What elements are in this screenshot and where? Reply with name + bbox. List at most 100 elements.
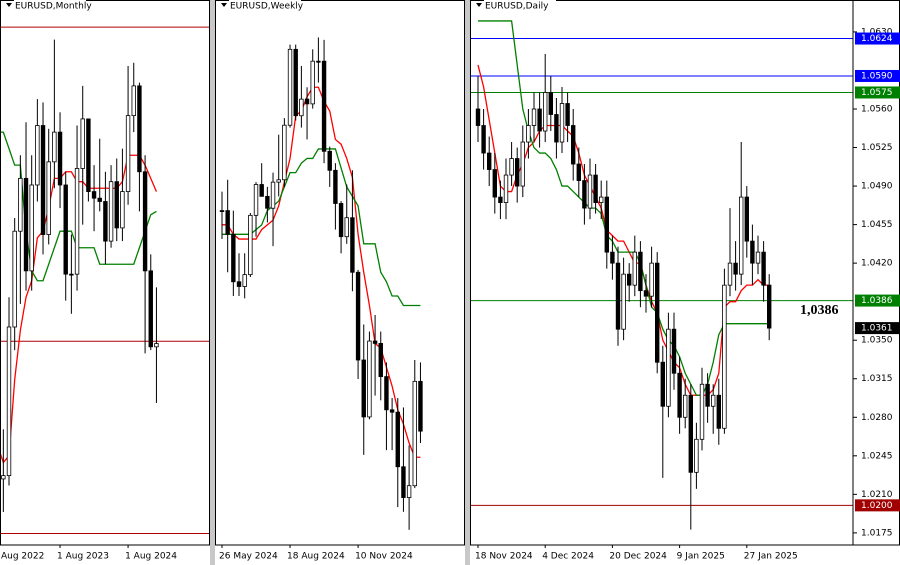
candle-body [372, 340, 378, 344]
candle-body [498, 196, 503, 203]
x-tick-label: 18 Aug 2024 [287, 552, 345, 562]
candle-body [276, 179, 281, 183]
candle-body [270, 181, 276, 209]
y-tick-label: 1.0455 [861, 220, 893, 230]
candle-body [355, 271, 361, 361]
candle-body [137, 85, 142, 173]
x-tick-label: Aug 2022 [1, 552, 44, 562]
candle-body [29, 184, 34, 272]
candle-body [739, 196, 744, 275]
candle-body [46, 161, 51, 235]
candle-body [750, 240, 755, 264]
candle-body [231, 233, 236, 283]
candle-body [52, 131, 57, 163]
candle-body [367, 340, 372, 418]
candle-body [131, 85, 136, 117]
candle-body [333, 169, 338, 204]
x-tick-label: 1 Aug 2023 [57, 552, 109, 562]
candle-body [655, 262, 660, 363]
level-label: 1.0590 [861, 71, 893, 81]
candle-body [310, 60, 315, 105]
level-label: 1.0386 [861, 296, 893, 306]
candle-body [509, 158, 514, 176]
candle-body [503, 174, 509, 203]
candle-body [219, 210, 225, 213]
x-tick-label: 9 Jan 2025 [677, 552, 725, 562]
title-marker [221, 3, 227, 7]
candle-body [395, 411, 400, 468]
candle-body [148, 270, 153, 348]
candle-body [571, 125, 576, 165]
candle-body [125, 115, 131, 192]
level-label: 1.0575 [861, 88, 893, 98]
level-label-box [855, 32, 900, 45]
candle-body [481, 125, 486, 154]
candle-body [401, 466, 406, 498]
candle-body [615, 262, 621, 330]
candle-body [475, 108, 481, 126]
candle-body [621, 273, 626, 330]
candle-body [755, 251, 761, 264]
candle-body [259, 184, 264, 197]
candle-body [722, 284, 727, 429]
level-label: 1.0200 [861, 501, 893, 511]
y-tick-label: 1.0490 [861, 182, 893, 192]
x-tick-label: 10 Nov 2024 [355, 552, 413, 562]
candle-body [767, 284, 772, 329]
chart-title: EURUSD,Weekly [230, 2, 304, 12]
candle-body [515, 158, 520, 187]
candle-body [418, 380, 423, 432]
candle-body [593, 174, 598, 203]
x-tick-label: 1 Aug 2024 [125, 552, 177, 562]
candle-body [97, 197, 102, 202]
candle-body [543, 92, 548, 132]
candle-body [660, 361, 665, 407]
candle-body [91, 191, 97, 199]
panel [0, 26, 210, 534]
candle-body [108, 181, 114, 242]
candle-body [344, 217, 349, 238]
candle-body [576, 163, 581, 181]
candle-body [582, 180, 587, 209]
candle-body [63, 184, 68, 275]
chart-title: EURUSD,Daily [485, 2, 549, 12]
level-label-box [855, 69, 900, 82]
candle-body [86, 118, 91, 192]
candle-body [384, 376, 389, 411]
candle-body [23, 177, 29, 272]
candle-body [350, 217, 355, 273]
candle-body [253, 184, 259, 216]
candle-body [236, 281, 242, 287]
candle-body [492, 169, 497, 198]
candle-body [761, 251, 766, 286]
candle-body [666, 328, 671, 407]
candle-body [694, 438, 699, 473]
candle-body [711, 394, 716, 407]
candle-body [565, 103, 570, 126]
y-tick-label: 1.0210 [861, 490, 893, 500]
title-bg [484, 0, 556, 11]
title-marker [476, 3, 482, 7]
candle-body [587, 174, 593, 209]
candle-body [554, 114, 559, 143]
x-tick-label: 27 Jan 2025 [744, 552, 798, 562]
indicator-line [222, 148, 421, 307]
candle-body [120, 191, 125, 229]
title-bg [229, 0, 301, 11]
candle-body [80, 118, 85, 169]
candle-body [537, 108, 542, 132]
candle-body [338, 203, 344, 238]
level-label-box [855, 86, 900, 99]
candle-body [74, 168, 80, 275]
panel [470, 20, 853, 530]
candle-body [683, 394, 688, 418]
candle-body [610, 251, 615, 264]
annotation: 1,0386 [800, 303, 839, 318]
panel [219, 37, 423, 530]
candle-body [327, 150, 332, 171]
title-bg [14, 0, 86, 11]
candle-body [225, 210, 230, 235]
candle-body [632, 251, 637, 286]
